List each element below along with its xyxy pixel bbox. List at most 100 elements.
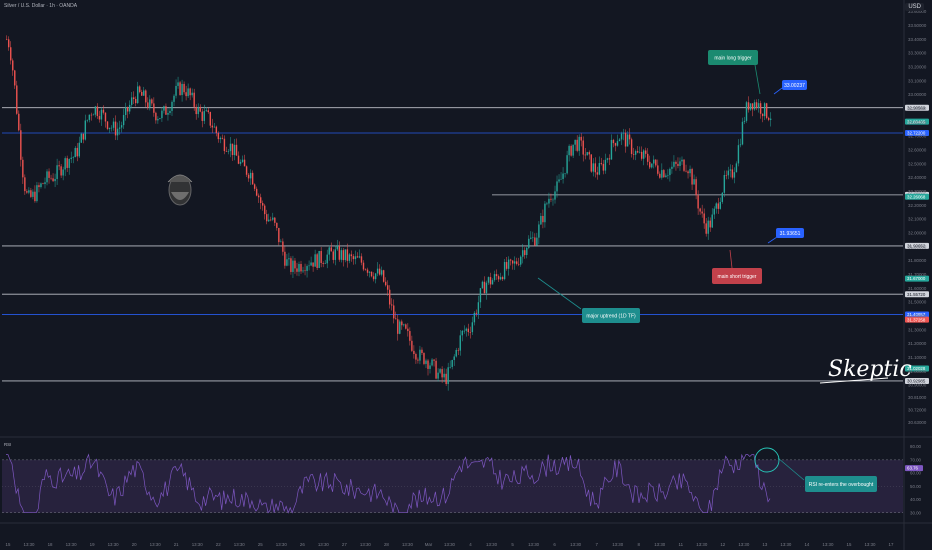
candle-body bbox=[205, 110, 207, 112]
candle-body bbox=[409, 331, 411, 341]
candle-body bbox=[98, 116, 101, 120]
price-tick-label: 33.40000 bbox=[908, 37, 927, 42]
candle-body bbox=[437, 372, 439, 379]
candle-body bbox=[18, 113, 20, 131]
candle-body bbox=[278, 227, 280, 243]
time-tick-label: 22 bbox=[216, 542, 221, 547]
candle-body bbox=[229, 143, 232, 152]
candle-body bbox=[12, 60, 14, 71]
candle-body bbox=[765, 103, 768, 118]
level-price-text: 31.90652 bbox=[907, 244, 926, 249]
candle-body bbox=[562, 173, 564, 179]
candle-body bbox=[143, 90, 145, 96]
price-tick-label: 31.10000 bbox=[908, 355, 927, 360]
price-tick-label: 30.63000 bbox=[908, 420, 927, 425]
candle-body bbox=[268, 219, 270, 222]
candle-body bbox=[54, 179, 56, 182]
candle-body bbox=[733, 172, 736, 178]
candle-body bbox=[524, 250, 526, 256]
candle-body bbox=[550, 198, 552, 200]
candle-body bbox=[96, 106, 99, 117]
price-tick-label: 32.10000 bbox=[908, 217, 927, 222]
price-31-label-text: 31.93651 bbox=[780, 231, 801, 237]
rsi-last-tag bbox=[905, 465, 923, 472]
candle-body bbox=[296, 268, 298, 272]
level-price-tag bbox=[905, 130, 929, 137]
time-tick-label: 17 bbox=[889, 542, 894, 547]
candle-body bbox=[62, 169, 64, 176]
candle-body bbox=[493, 274, 496, 281]
candle-body bbox=[717, 203, 719, 209]
candle-body bbox=[368, 271, 371, 273]
candle-body bbox=[16, 85, 18, 114]
candle-body bbox=[80, 133, 82, 143]
candle-body bbox=[634, 151, 637, 155]
price-tick-label: 32.70000 bbox=[908, 134, 927, 139]
price-tick-label: 31.80000 bbox=[908, 258, 927, 263]
candle-body bbox=[763, 103, 766, 117]
candle-body bbox=[155, 112, 157, 121]
signature-text: Skeptic bbox=[828, 357, 912, 382]
candle-body bbox=[649, 161, 651, 168]
candle-body bbox=[622, 132, 625, 134]
candle-body bbox=[578, 136, 580, 151]
price-tick-label: 32.30000 bbox=[908, 189, 927, 194]
short-trigger-pointer bbox=[729, 249, 733, 269]
price-tick-label: 30.72000 bbox=[908, 408, 927, 413]
candle-body bbox=[352, 256, 355, 260]
candle-body bbox=[691, 168, 693, 185]
price-tick-label: 32.00000 bbox=[908, 231, 927, 236]
candle-body bbox=[600, 163, 603, 164]
uptrend-pointer bbox=[537, 277, 582, 310]
candle-body bbox=[110, 127, 113, 129]
time-tick-label: 13:30 bbox=[780, 542, 792, 547]
candle-body bbox=[735, 163, 738, 173]
level-price-text: 32.72200 bbox=[907, 131, 926, 136]
level-price-tag bbox=[905, 242, 929, 249]
candle-body bbox=[66, 158, 68, 168]
candle-body bbox=[580, 136, 582, 141]
candle-body bbox=[423, 353, 425, 364]
candle-body bbox=[102, 109, 105, 113]
level-price-tag bbox=[905, 311, 929, 318]
price-tick-label: 32.90000 bbox=[908, 106, 927, 111]
candle-body bbox=[324, 263, 326, 264]
candle-body bbox=[380, 270, 383, 275]
currency-label[interactable]: USD bbox=[905, 3, 924, 11]
candle-body bbox=[413, 350, 415, 354]
price-tick-label: 30.81000 bbox=[908, 395, 927, 400]
candle-body bbox=[421, 349, 423, 354]
candle-body bbox=[477, 302, 480, 314]
price-tick-label: 32.60000 bbox=[908, 147, 927, 152]
candle-body bbox=[403, 324, 405, 326]
candle-body bbox=[747, 102, 750, 110]
time-tick-label: 13:30 bbox=[192, 542, 204, 547]
level-price-text: 31.40957 bbox=[907, 312, 926, 317]
candle-body bbox=[112, 121, 115, 128]
level-price-tag bbox=[905, 377, 929, 384]
time-tick-label: 13:30 bbox=[24, 542, 36, 547]
candle-body bbox=[755, 102, 758, 109]
candle-body bbox=[382, 270, 385, 282]
candle-body bbox=[483, 281, 486, 294]
candle-body bbox=[284, 251, 286, 266]
candle-body bbox=[60, 166, 62, 176]
candle-body bbox=[594, 163, 597, 173]
candle-body bbox=[108, 127, 111, 129]
candle-body bbox=[132, 97, 135, 99]
candle-body bbox=[137, 86, 139, 104]
candle-body bbox=[645, 150, 647, 154]
candle-body bbox=[540, 215, 542, 225]
candle-body bbox=[36, 185, 38, 202]
candle-body bbox=[614, 143, 617, 146]
candle-body bbox=[259, 197, 262, 204]
candle-body bbox=[608, 158, 611, 160]
candle-body bbox=[8, 39, 10, 48]
time-tick-label: 13:30 bbox=[822, 542, 834, 547]
candle-body bbox=[399, 321, 401, 334]
candle-body bbox=[262, 203, 264, 206]
candle-body bbox=[247, 174, 250, 179]
candle-body bbox=[312, 262, 314, 267]
price-tick-label: 31.00000 bbox=[908, 369, 927, 374]
